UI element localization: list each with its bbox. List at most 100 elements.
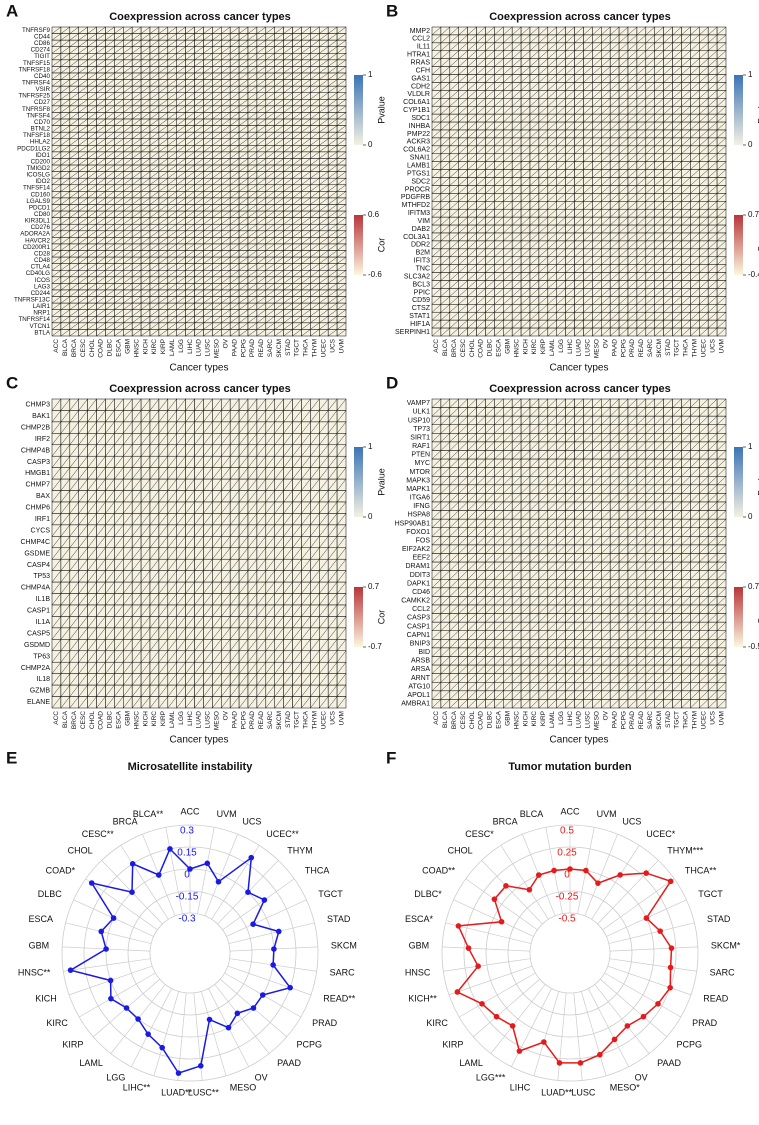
cell-diagonal [230, 112, 240, 120]
cell-diagonal [256, 112, 266, 120]
cell-diagonal [105, 26, 115, 34]
cell-diagonal [194, 92, 204, 100]
gene-label: VIM [418, 218, 431, 225]
cell-diagonal [158, 92, 168, 100]
cell-diagonal [283, 86, 293, 93]
cell-diagonal [274, 39, 284, 47]
cell-diagonal [230, 59, 240, 67]
x-tick-label: DLBC [107, 339, 114, 357]
cell-diagonal [274, 46, 284, 54]
cell-diagonal [212, 33, 222, 41]
cell-diagonal [301, 26, 311, 34]
cell-diagonal [230, 33, 240, 41]
legend-tick-label: 0 [368, 140, 373, 149]
cell-diagonal [114, 39, 124, 47]
cell-diagonal [301, 46, 311, 54]
cell-diagonal [212, 99, 222, 107]
x-tick-label: SARC [267, 339, 274, 357]
cell-diagonal [221, 59, 231, 67]
cell-diagonal [212, 105, 222, 113]
cell-diagonal [87, 26, 97, 34]
cell-diagonal [176, 92, 186, 100]
cell-diagonal [185, 53, 195, 61]
cell-diagonal [140, 53, 151, 61]
cell-diagonal [283, 79, 293, 87]
cell-diagonal [87, 33, 97, 41]
cell-diagonal [51, 72, 62, 80]
cell-diagonal [114, 72, 124, 80]
cell-diagonal [114, 33, 124, 41]
x-tick-label: COAD [98, 339, 105, 358]
x-axis-title: Cancer types [170, 363, 229, 374]
cell-diagonal [114, 92, 124, 100]
cell-diagonal [69, 112, 79, 120]
x-tick-label: BLCA [62, 338, 69, 356]
x-tick-label: HNSC [133, 339, 140, 358]
cell-diagonal [78, 112, 88, 120]
cell-diagonal [167, 59, 177, 67]
cell-diagonal [212, 39, 222, 47]
cell-diagonal [123, 53, 133, 61]
cell-diagonal [292, 112, 302, 120]
cell-diagonal [114, 59, 124, 67]
cell-diagonal [310, 99, 320, 107]
cell-diagonal [265, 79, 275, 87]
cell-diagonal [149, 92, 160, 100]
cell-diagonal [328, 72, 338, 80]
gene-label: COL6A1 [403, 99, 430, 106]
cell-diagonal [167, 99, 177, 107]
gene-label: GAS1 [411, 75, 430, 82]
cell-diagonal [212, 112, 222, 120]
cell-diagonal [185, 105, 195, 113]
cell-diagonal [96, 105, 106, 113]
cell-diagonal [238, 46, 249, 54]
cell-diagonal [256, 46, 266, 54]
cell-diagonal [51, 92, 62, 100]
cell-diagonal [78, 72, 88, 80]
cell-diagonal [203, 39, 213, 47]
cell-diagonal [140, 59, 151, 67]
x-tick-label: KIRC [151, 339, 158, 355]
legend-gradient [354, 75, 363, 145]
cell-diagonal [123, 92, 133, 100]
cell-diagonal [336, 59, 347, 67]
cell-diagonal [265, 105, 275, 113]
cell-diagonal [274, 66, 284, 74]
cell-diagonal [96, 72, 106, 80]
cell-diagonal [132, 59, 142, 67]
cell-diagonal [69, 39, 79, 47]
cell-diagonal [221, 66, 231, 74]
cell-diagonal [194, 112, 204, 120]
cell-diagonal [221, 92, 231, 100]
cell-diagonal [230, 39, 240, 47]
cell-diagonal [185, 112, 195, 120]
cell-diagonal [176, 99, 186, 107]
cell-diagonal [283, 53, 293, 61]
cell-diagonal [149, 46, 160, 54]
gene-label: TNFRSF18 [18, 66, 50, 73]
cell-diagonal [87, 105, 97, 113]
legend-tick-label: -0.6 [368, 270, 382, 279]
cell-diagonal [256, 72, 266, 80]
x-tick-label: KICH [142, 339, 149, 355]
gene-label: VSIR [35, 86, 50, 93]
cell-diagonal [114, 26, 124, 34]
cell-diagonal [96, 33, 106, 41]
gene-label: CD86 [34, 40, 50, 47]
cell-diagonal [185, 66, 195, 74]
gene-label: PDGFRB [401, 194, 431, 201]
cell-diagonal [78, 46, 88, 54]
cell-diagonal [69, 53, 79, 61]
cell-diagonal [69, 26, 79, 34]
gene-label: RRAS [411, 59, 431, 66]
cell-diagonal [185, 33, 195, 41]
cell-diagonal [212, 66, 222, 74]
cell-diagonal [203, 59, 213, 67]
cell-diagonal [158, 59, 168, 67]
gene-label: PROCR [405, 186, 430, 193]
cell-diagonal [167, 39, 177, 47]
x-tick-label: THCA [303, 338, 310, 356]
cell-diagonal [310, 59, 320, 67]
gene-label: BTLA [34, 329, 50, 336]
cell-diagonal [274, 26, 284, 34]
